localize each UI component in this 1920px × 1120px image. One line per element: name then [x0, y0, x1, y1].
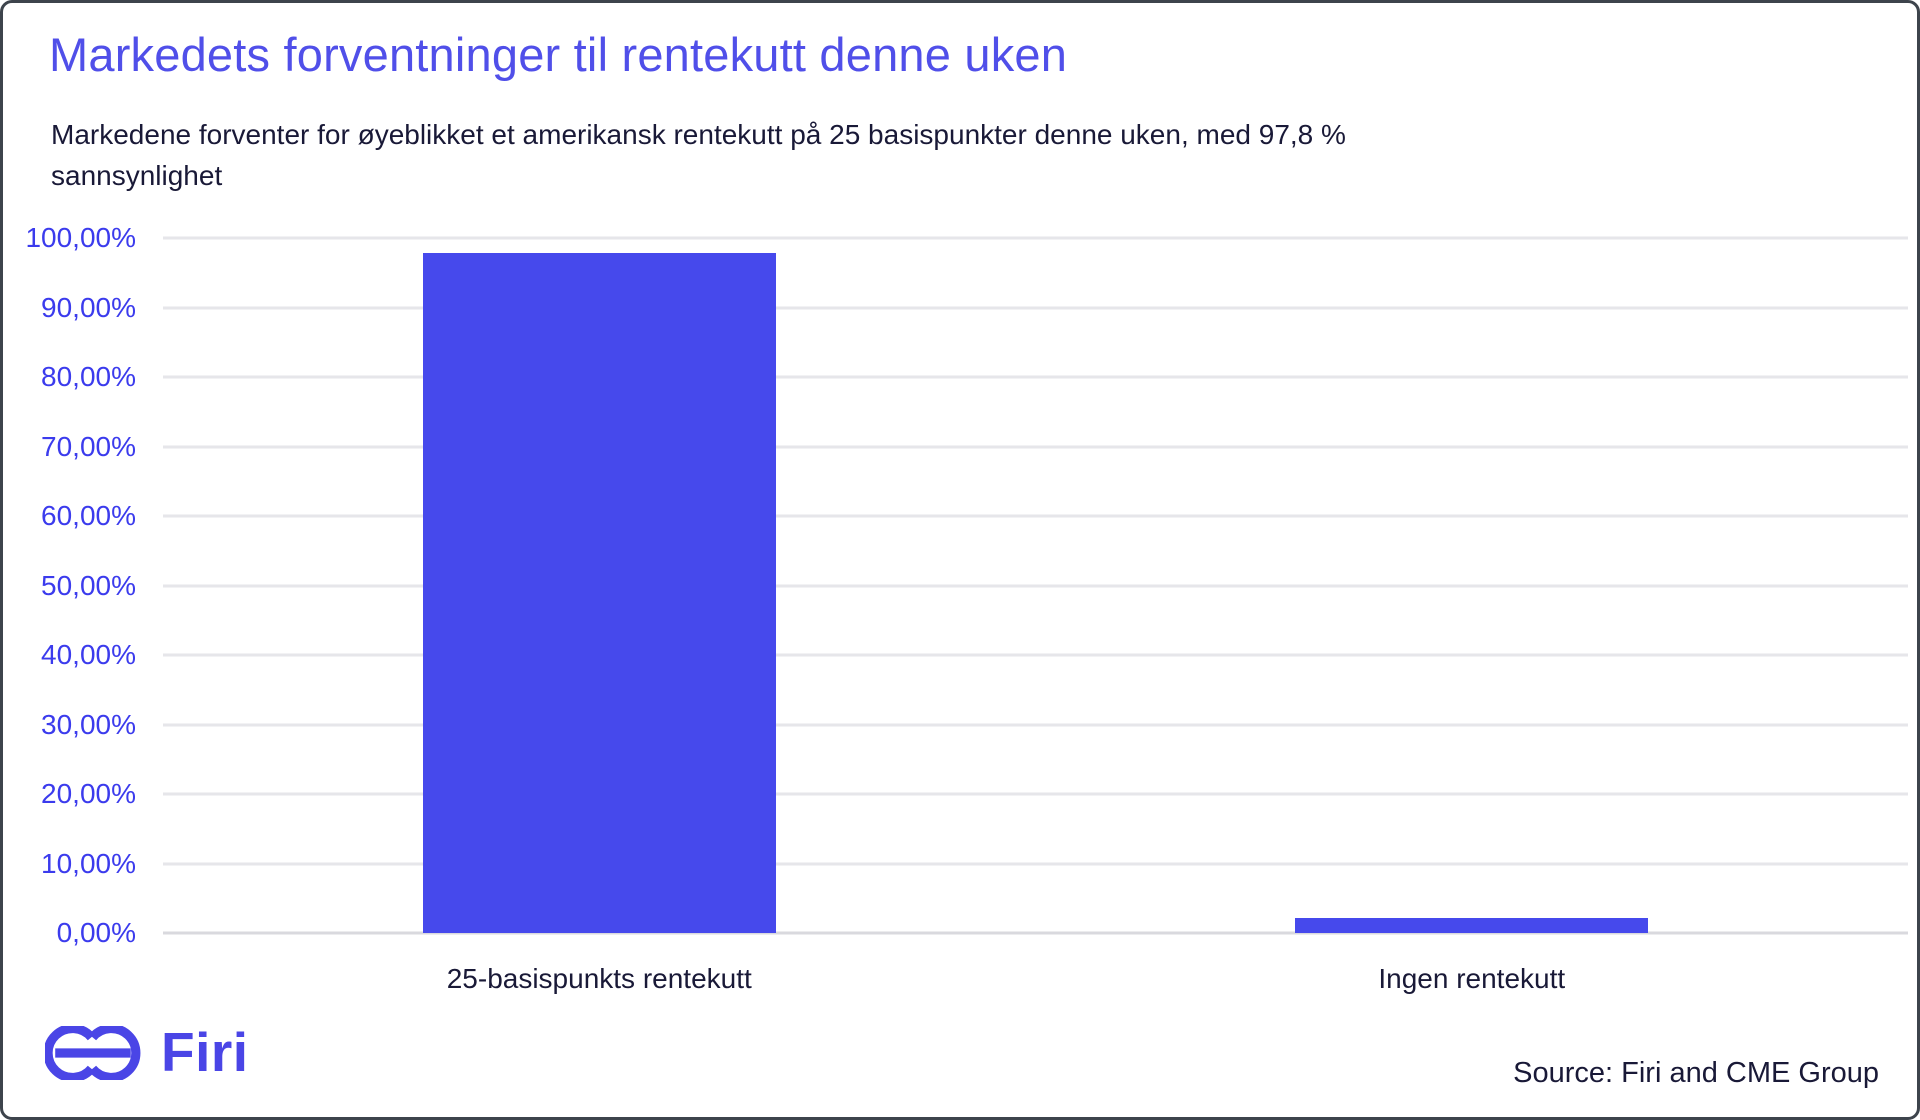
bar-slot — [163, 238, 1036, 933]
bar-2 — [1295, 917, 1649, 933]
y-tick-label: 40,00% — [41, 639, 136, 670]
gridline — [163, 723, 1908, 726]
firi-logo-icon — [45, 1025, 141, 1080]
y-tick-label: 50,00% — [41, 569, 136, 601]
bar-slot — [1036, 238, 1909, 933]
gridline — [163, 653, 1908, 657]
y-tick-label: 100,00% — [25, 222, 136, 253]
gridline — [163, 862, 1908, 865]
gridline — [163, 514, 1908, 518]
gridline — [163, 375, 1908, 379]
y-tick-label: 20,00% — [41, 778, 136, 809]
x-category-label: Ingen rentekutt — [1378, 963, 1566, 994]
bar-chart: 0,00% 10,00% 20,00% 30,00% 40,00% 50,00% 60,00… — [3, 3, 1917, 1117]
x-axis-labels: 25-basispunkts rentekutt Ingen rentekutt — [163, 955, 1908, 995]
firi-logo: Firi — [45, 1025, 249, 1080]
gridline — [163, 931, 1908, 935]
y-tick-label: 90,00% — [41, 291, 136, 323]
plot-area — [163, 236, 1908, 935]
y-tick-label: 10,00% — [41, 847, 136, 879]
chart-subtitle: Markedene forventer for øyeblikket et am… — [51, 119, 1346, 191]
bars-container — [163, 238, 1908, 933]
y-tick-label: 60,00% — [41, 500, 136, 531]
y-tick-label: 70,00% — [41, 430, 136, 462]
y-tick-label: 0,00% — [56, 917, 136, 948]
firi-logo-text: Firi — [161, 1021, 249, 1083]
source-text: Source: Firi and CME Group — [1513, 1057, 1879, 1089]
y-axis-labels: 0,00% 10,00% 20,00% 30,00% 40,00% 50,00% 60,00… — [3, 222, 136, 948]
x-category-label: 25-basispunkts rentekutt — [446, 963, 752, 994]
gridline — [163, 584, 1908, 587]
y-tick-label: 30,00% — [41, 708, 136, 740]
gridline — [163, 792, 1908, 796]
bar-1 — [422, 253, 776, 933]
gridline — [163, 306, 1908, 309]
gridline — [163, 236, 1908, 240]
y-tick-label: 80,00% — [41, 361, 136, 392]
gridline — [163, 445, 1908, 448]
chart-title: Markedets forventninger til rentekutt de… — [49, 28, 1068, 81]
